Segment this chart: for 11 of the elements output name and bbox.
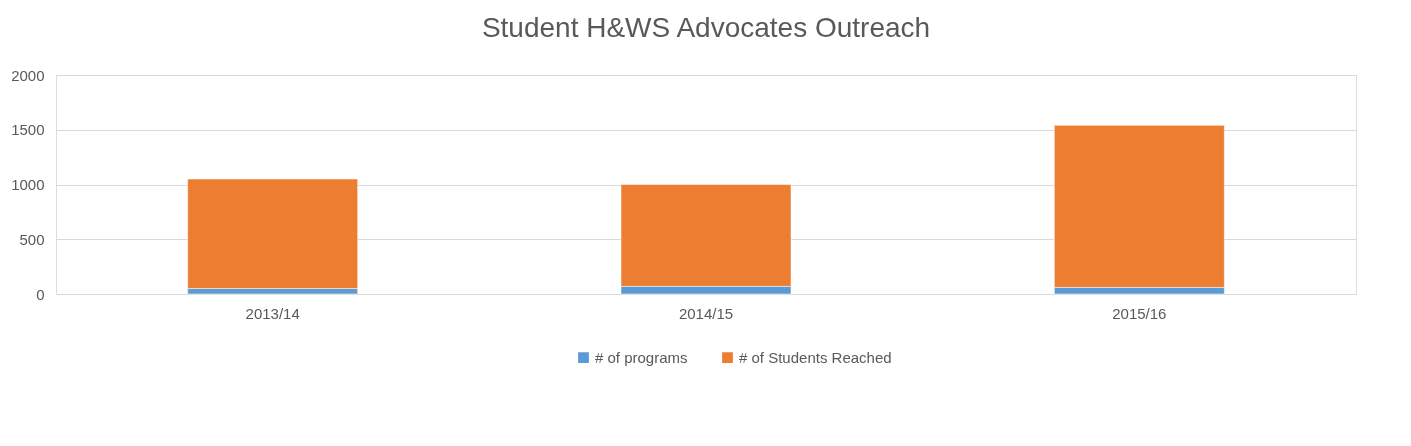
chart-title: Student H&WS Advocates Outreach	[481, 12, 931, 43]
legend-label: # of Students Reached	[739, 348, 892, 366]
legend-label: # of programs	[595, 348, 688, 366]
y-tick-label: 2000	[11, 66, 45, 84]
y-tick-label: 1500	[11, 121, 45, 139]
x-tick-label: 2014/15	[678, 304, 734, 322]
y-tick-label: 500	[19, 230, 45, 248]
y-tick-label: 0	[36, 285, 45, 303]
x-tick-label: 2013/14	[245, 304, 300, 322]
y-tick-label: 1000	[11, 176, 45, 193]
x-tick-label: 2015/16	[1112, 304, 1167, 322]
